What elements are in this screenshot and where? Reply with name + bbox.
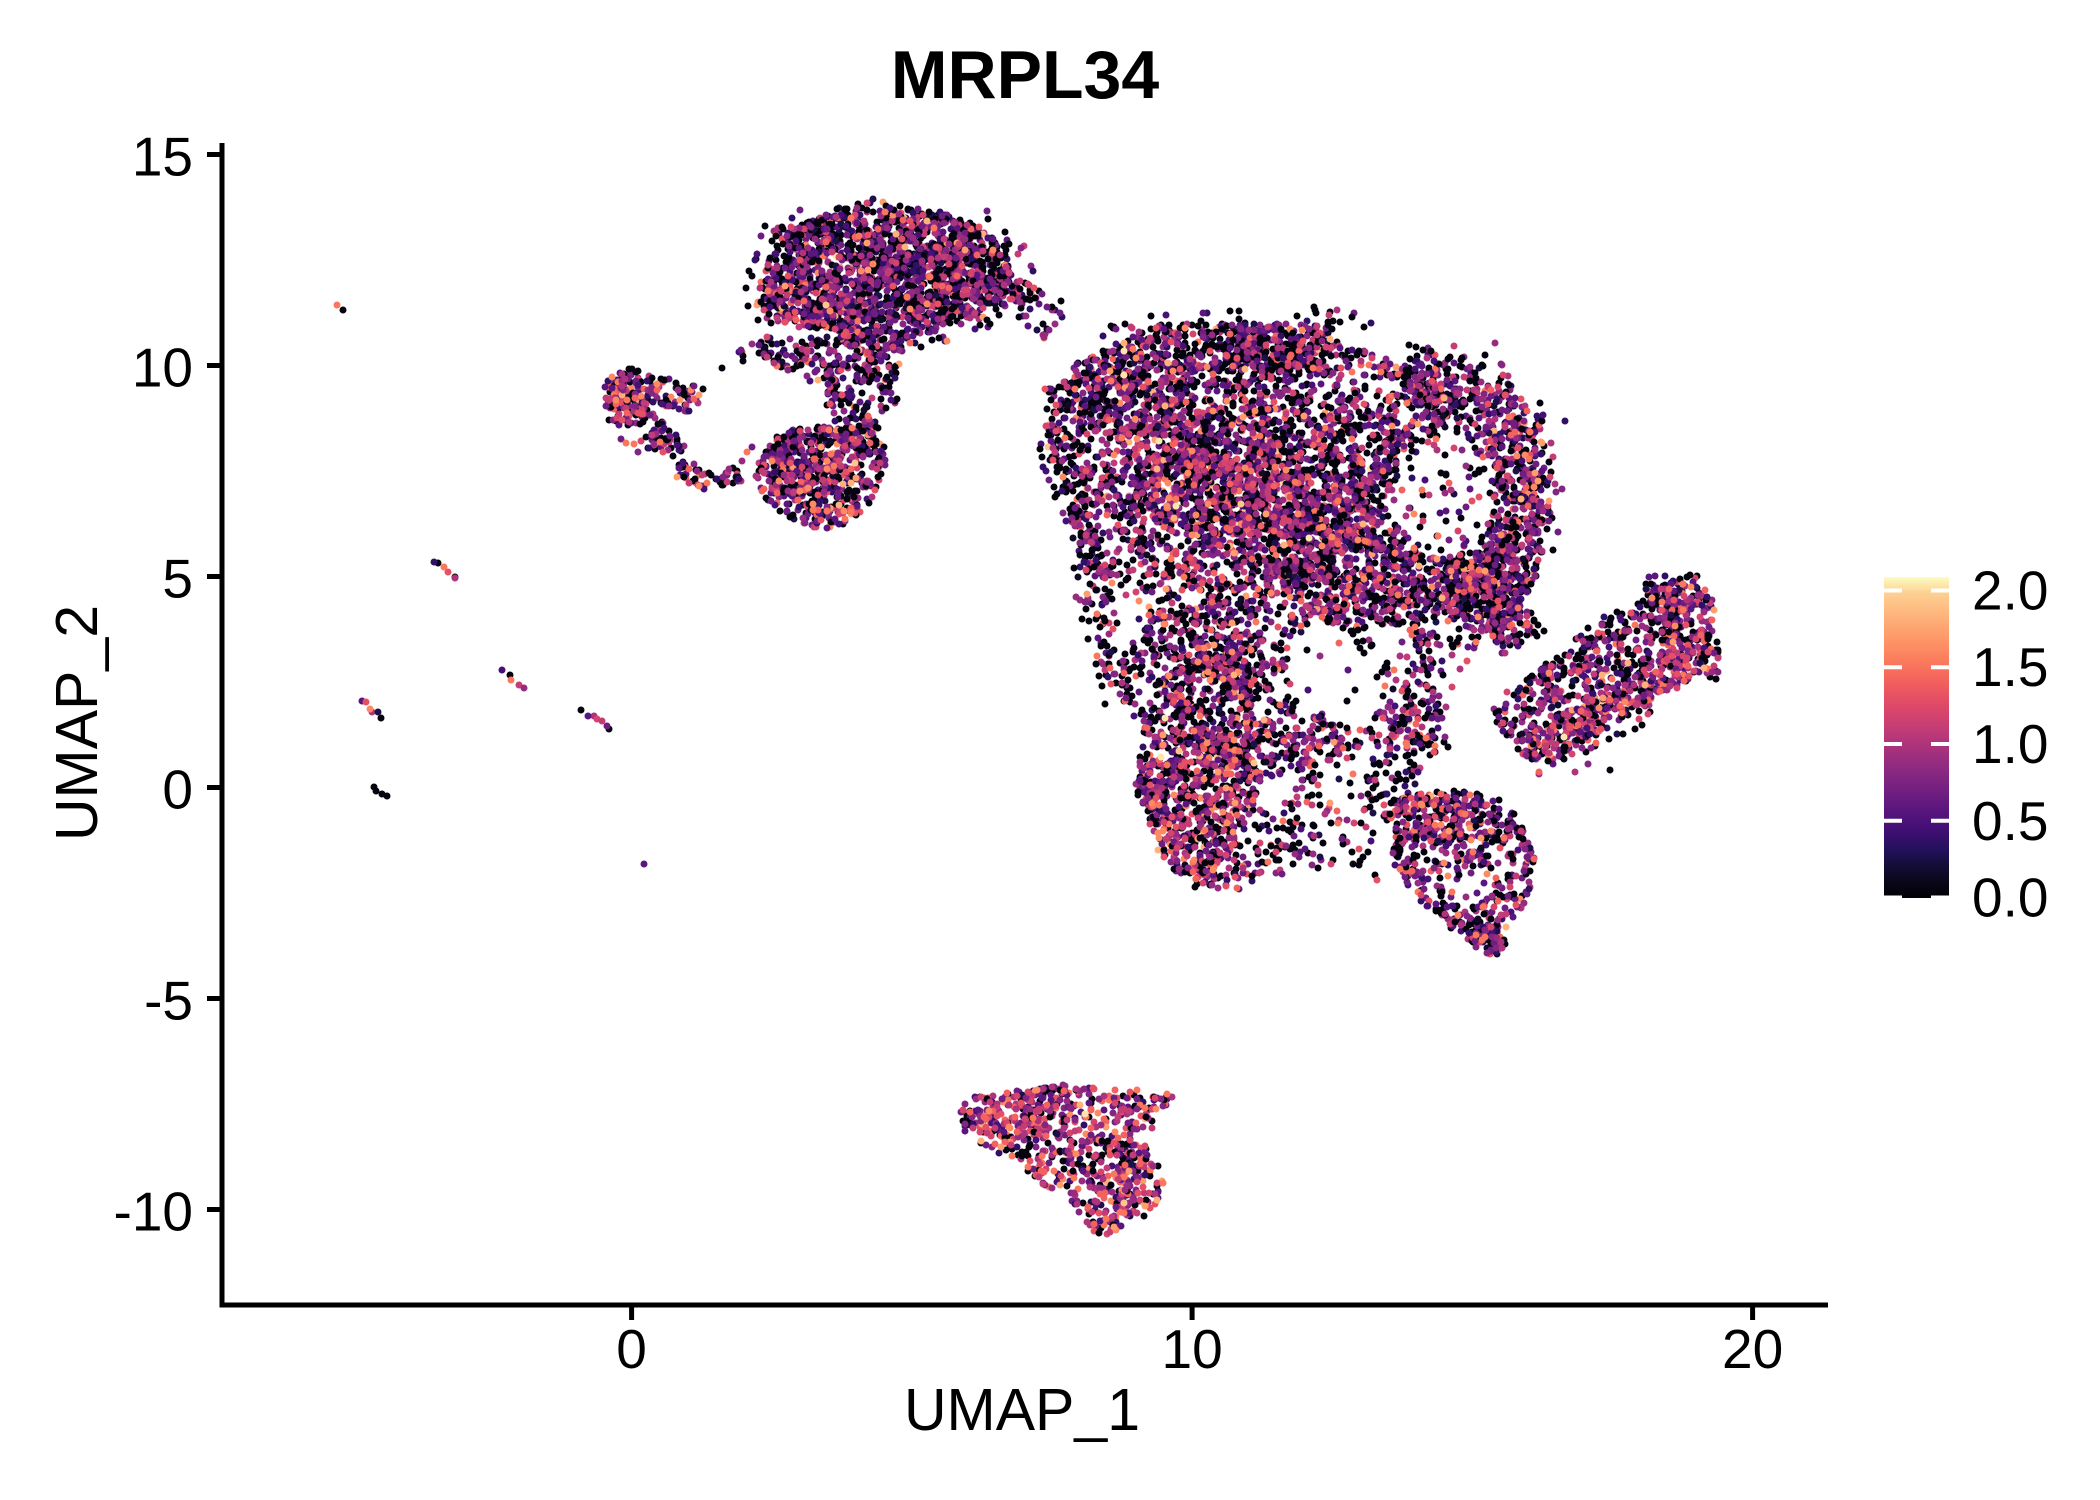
svg-text:0: 0 <box>616 1318 647 1380</box>
svg-text:1.0: 1.0 <box>1972 713 2048 775</box>
svg-text:2.0: 2.0 <box>1972 560 2048 622</box>
svg-text:UMAP_2: UMAP_2 <box>44 605 110 841</box>
svg-text:20: 20 <box>1722 1318 1783 1380</box>
svg-text:0.0: 0.0 <box>1972 867 2048 929</box>
svg-text:15: 15 <box>132 126 193 188</box>
svg-text:MRPL34: MRPL34 <box>891 37 1159 113</box>
svg-text:UMAP_1: UMAP_1 <box>904 1377 1140 1443</box>
svg-text:10: 10 <box>132 337 193 399</box>
svg-text:0.5: 0.5 <box>1972 790 2048 852</box>
svg-text:-10: -10 <box>114 1181 194 1243</box>
svg-text:5: 5 <box>162 548 193 610</box>
svg-text:-5: -5 <box>144 970 193 1032</box>
svg-text:10: 10 <box>1162 1318 1223 1380</box>
svg-text:1.5: 1.5 <box>1972 636 2048 698</box>
svg-text:0: 0 <box>162 759 193 821</box>
